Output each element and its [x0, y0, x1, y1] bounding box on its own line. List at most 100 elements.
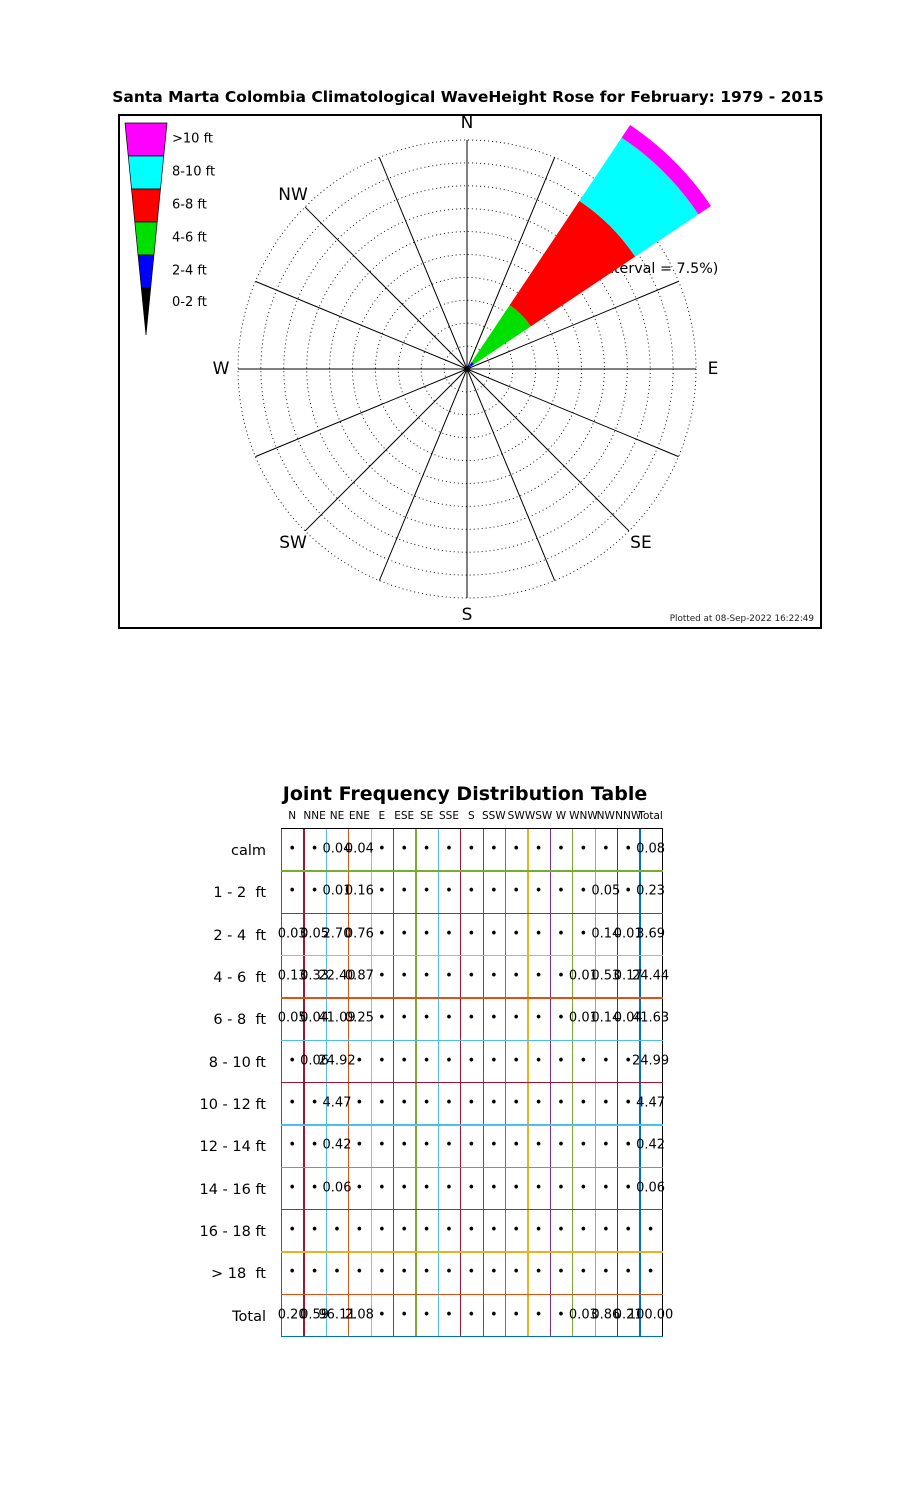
table-cell: 0.06 — [323, 1180, 352, 1195]
table-cell: • — [468, 926, 476, 941]
table-cell: • — [468, 842, 476, 857]
table-cell: • — [512, 1307, 520, 1322]
table-cell: • — [490, 926, 498, 941]
table-cell: • — [535, 1138, 543, 1153]
table-column-header: SSE — [439, 810, 459, 822]
wave-height-legend: >10 ft8-10 ft6-8 ft4-6 ft2-4 ft0-2 ft — [125, 123, 215, 335]
table-column-header: Total — [638, 810, 663, 822]
table-cell: • — [535, 884, 543, 899]
table-cell: • — [378, 1138, 386, 1153]
table-cell: • — [288, 842, 296, 857]
table-cell: • — [535, 1265, 543, 1280]
legend-swatch — [138, 255, 154, 288]
table-cell: • — [378, 1223, 386, 1238]
table-cell: • — [378, 926, 386, 941]
table-cell: • — [400, 969, 408, 984]
table-cell: • — [535, 1307, 543, 1322]
table-cell: • — [423, 926, 431, 941]
table-cell: 0.05 — [591, 884, 620, 899]
table-column-header: NE — [330, 810, 345, 822]
table-cell: • — [580, 926, 588, 941]
table-cell: • — [400, 1011, 408, 1026]
table-cell: • — [468, 1138, 476, 1153]
table-cell: • — [624, 842, 632, 857]
table-cell: • — [445, 1053, 453, 1068]
legend-swatch — [128, 156, 163, 189]
polar-spoke — [467, 369, 629, 531]
table-cell: • — [624, 1138, 632, 1153]
table-grid-hline — [281, 828, 663, 829]
table-cell: • — [624, 1223, 632, 1238]
table-column-header: WNW — [569, 810, 598, 822]
table-cell: • — [445, 1307, 453, 1322]
table-grid-hline — [281, 955, 663, 956]
table-cell: • — [445, 1138, 453, 1153]
legend-swatch — [132, 189, 161, 222]
table-cell: • — [624, 1180, 632, 1195]
table-cell: 2.08 — [345, 1307, 374, 1322]
table-row-label: 14 - 16 ft — [200, 1182, 267, 1198]
table-cell: • — [647, 1223, 655, 1238]
table-cell: • — [400, 1223, 408, 1238]
table-column-header: SSW — [482, 810, 506, 822]
table-cell: • — [490, 884, 498, 899]
table-cell: • — [445, 1096, 453, 1111]
table-cell: • — [423, 1223, 431, 1238]
table-row-label: 1 - 2 ft — [213, 885, 266, 901]
figure-title: Santa Marta Colombia Climatological Wave… — [88, 88, 848, 106]
polar-spoke — [379, 157, 467, 369]
table-cell: • — [602, 1053, 610, 1068]
table-cell: • — [400, 926, 408, 941]
table-cell: • — [378, 1053, 386, 1068]
table-cell: • — [512, 1180, 520, 1195]
table-column-header: NW — [597, 810, 615, 822]
table-grid-hline — [281, 870, 663, 871]
table-cell: • — [468, 1053, 476, 1068]
table-cell: • — [624, 884, 632, 899]
table-cell: • — [288, 1138, 296, 1153]
table-cell: • — [400, 1180, 408, 1195]
table-cell: 4.47 — [636, 1096, 665, 1111]
table-cell: • — [557, 926, 565, 941]
table-column-header: WSW — [525, 810, 552, 822]
table-cell: • — [468, 969, 476, 984]
table-cell: • — [445, 1180, 453, 1195]
table-cell: • — [378, 1096, 386, 1111]
table-cell: • — [288, 1096, 296, 1111]
table-cell: • — [490, 1265, 498, 1280]
table-cell: • — [288, 1053, 296, 1068]
table-cell: 0.25 — [345, 1011, 374, 1026]
table-cell: • — [647, 1265, 655, 1280]
table-cell: • — [512, 1053, 520, 1068]
table-row-label: 6 - 8 ft — [213, 1012, 266, 1028]
compass-label-nw: NW — [278, 185, 308, 205]
table-cell: • — [602, 1223, 610, 1238]
table-cell: • — [490, 842, 498, 857]
table-cell: • — [423, 1096, 431, 1111]
table-cell: • — [557, 1307, 565, 1322]
table-column-header: SW — [508, 810, 525, 822]
table-cell: • — [445, 1223, 453, 1238]
table-cell: • — [445, 969, 453, 984]
table-row-label: calm — [231, 843, 266, 859]
table-cell: • — [490, 1053, 498, 1068]
table-grid-hline — [281, 1082, 663, 1083]
table-cell: • — [445, 884, 453, 899]
table-grid-hline — [281, 1209, 663, 1210]
table-cell: • — [356, 1265, 364, 1280]
table-cell: • — [445, 1011, 453, 1026]
table-grid-hline — [281, 1124, 663, 1125]
table-cell: • — [490, 969, 498, 984]
table-cell: • — [288, 884, 296, 899]
compass-label-n: N — [461, 116, 474, 133]
table-row-label: Total — [232, 1309, 266, 1325]
table-cell: • — [356, 1180, 364, 1195]
table-cell: 0.16 — [345, 884, 374, 899]
joint-frequency-table: NNNENEENEEESESESSESSSWSWWSWWWNWNWNNWTota… — [270, 806, 690, 1351]
table-cell: • — [512, 1223, 520, 1238]
table-cell: • — [356, 1053, 364, 1068]
table-cell: • — [423, 842, 431, 857]
table-row-label: 8 - 10 ft — [209, 1055, 266, 1071]
table-cell: • — [512, 884, 520, 899]
table-column-header: NNW — [615, 810, 641, 822]
